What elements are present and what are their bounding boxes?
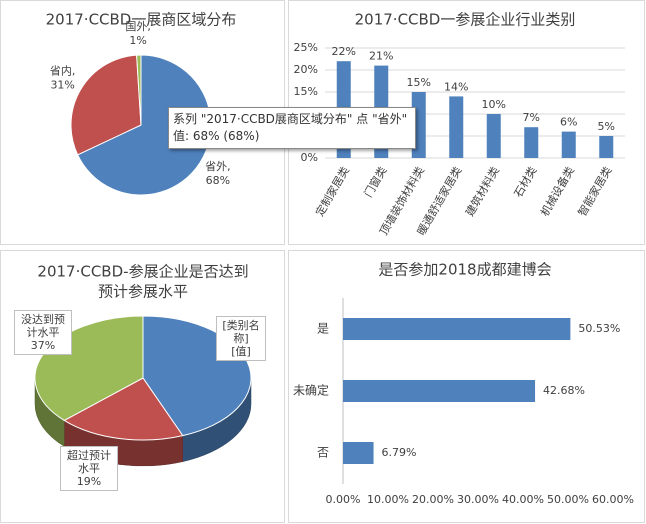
data-label: 21% [369,50,393,63]
data-label: 5% [598,120,615,133]
data-label: 省外, [205,160,231,173]
category-label: 省外 [205,160,227,173]
panel [288,250,645,523]
data-label: 14% [444,80,468,93]
x-tick-label: 定制家居类 [312,164,352,219]
y-tick-label: 15% [294,85,318,98]
bar [343,380,536,402]
tooltip: 系列 "2017·CCBD展商区域分布" 点 "省外" 值: 68% (68%) [168,107,416,149]
label-separator: , [72,65,76,78]
y-tick-label: 0% [301,151,318,164]
category-label: 超过预计水平 [67,449,111,475]
y-tick-label: 20% [294,63,318,76]
data-label: 31% [50,79,74,92]
data-label: [类别名称] [值] [216,316,266,361]
chart-title: 2017·CCBD一展商区域分布 [46,11,237,29]
bar [449,96,464,158]
chart-title: 2017·CCBD-参展企业是否达到 [37,263,248,281]
data-label: 50.53% [578,322,620,335]
pie-slice [70,54,142,156]
pie-slice [63,377,184,441]
x-tick-label: 门窗类 [361,164,390,200]
category-label: 国外 [125,20,147,33]
tooltip-line: 值: 68% (68%) [173,129,260,143]
x-tick-label: 40.00% [502,493,544,506]
label-separator: , [227,160,231,173]
data-label: 7% [523,111,540,124]
data-label: 超过预计水平 19% [60,446,118,491]
x-tick-label: 0.00% [326,493,361,506]
x-tick-label: 10.00% [367,493,409,506]
chart-title: 预计参展水平 [98,283,188,301]
data-label: 42.68% [543,384,585,397]
data-label: 22% [332,45,356,58]
category-label: 没达到预计水平 [21,313,65,339]
pie-slice [76,54,212,196]
bar [524,127,539,158]
bar [343,442,374,464]
data-label: 省内, [50,64,75,78]
data-label: 1% [129,34,146,47]
y-tick-label: 是 [317,322,329,336]
data-label: 国外, [125,20,151,33]
x-tick-label: 机械设备类 [537,164,577,219]
y-tick-label: 25% [294,41,318,54]
label-separator: , [147,20,151,33]
data-label: 15% [407,76,431,89]
bar [486,114,501,158]
data-label: 6% [560,116,577,129]
chart-title: 是否参加2018成都建博会 [378,261,551,279]
y-tick-label: 未确定 [293,383,329,398]
x-tick-label: 石材类 [511,164,540,200]
data-label: 6.79% [382,446,417,459]
bar [599,136,614,158]
value-label: 37% [30,339,56,352]
value-label: 19% [76,475,102,488]
x-tick-label: 50.00% [547,493,589,506]
data-label: 没达到预计水平 37% [14,310,72,355]
value-label: [值] [231,345,251,358]
pie-slice [136,54,142,126]
x-tick-label: 60.00% [592,493,634,506]
x-tick-label: 建筑材料类 [462,164,502,219]
data-label: 68% [206,174,230,187]
x-tick-label: 20.00% [412,493,454,506]
data-label: 10% [482,98,506,111]
x-tick-label: 30.00% [457,493,499,506]
category-label: [类别名称] [222,319,260,345]
panel [0,250,285,523]
bar [343,318,571,340]
x-tick-label: 智能家居类 [575,164,615,219]
tooltip-line: 系列 "2017·CCBD展商区域分布" 点 "省外" [173,112,408,126]
y-tick-label: 否 [317,446,329,460]
bar [561,131,576,158]
chart-title: 2017·CCBD一参展企业行业类别 [355,11,576,29]
category-label: 省内 [50,64,72,78]
